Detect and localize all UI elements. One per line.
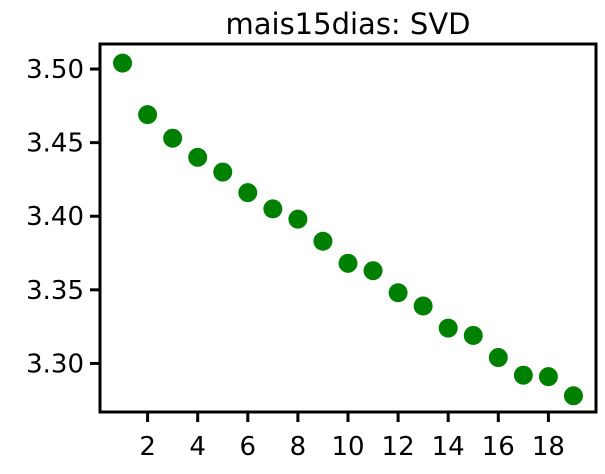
y-tick-label: 3.35 — [26, 276, 84, 306]
data-point — [488, 348, 508, 368]
data-point — [563, 386, 583, 406]
data-point — [138, 105, 158, 125]
x-tick-label: 4 — [189, 432, 206, 462]
x-tick-label: 2 — [139, 432, 156, 462]
data-point — [438, 318, 458, 338]
data-point — [338, 253, 358, 273]
data-point — [213, 162, 233, 182]
x-tick-label: 14 — [432, 432, 465, 462]
y-tick-label: 3.40 — [26, 202, 84, 232]
data-point — [463, 325, 483, 345]
data-point — [513, 365, 533, 385]
x-tick-label: 8 — [290, 432, 307, 462]
y-tick-label: 3.45 — [26, 129, 84, 159]
axes-layer: 2 4 6 8 10 12 14 16 18 3.30 3.35 3.40 3.45 3.50 — [26, 55, 565, 462]
data-point — [263, 199, 283, 219]
x-tick-label: 12 — [382, 432, 415, 462]
data-point — [238, 183, 258, 203]
x-tick-label: 10 — [331, 432, 364, 462]
data-point — [313, 231, 333, 251]
y-tick-label: 3.50 — [26, 55, 84, 85]
data-point — [413, 296, 433, 316]
x-tick-label: 16 — [482, 432, 515, 462]
data-point — [288, 209, 308, 229]
x-tick-label: 6 — [240, 432, 257, 462]
data-point — [388, 283, 408, 303]
x-tick-label: 18 — [532, 432, 565, 462]
data-point — [188, 147, 208, 167]
data-point — [163, 128, 183, 148]
plot-frame — [98, 42, 598, 414]
points-layer — [113, 53, 583, 406]
data-point — [113, 53, 133, 73]
data-point — [363, 261, 383, 281]
y-tick-label: 3.30 — [26, 349, 84, 379]
data-point — [538, 367, 558, 387]
chart-title: mais15dias: SVD — [226, 7, 471, 41]
